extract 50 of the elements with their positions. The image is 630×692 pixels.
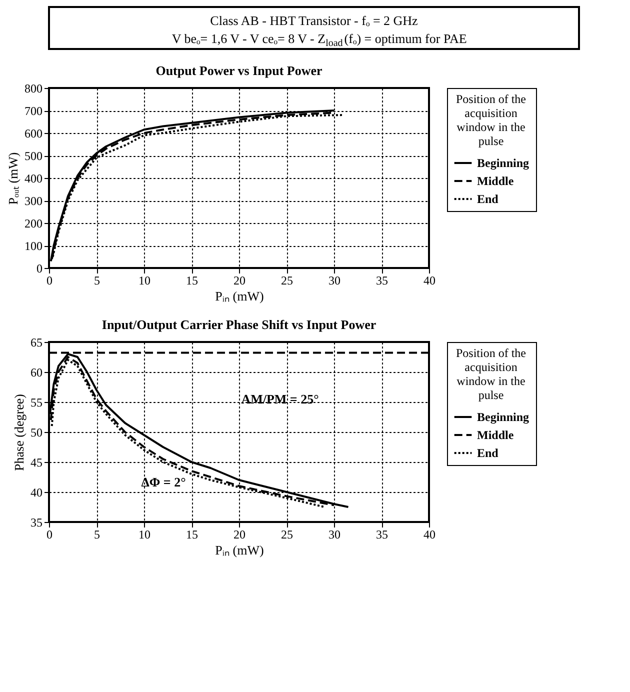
x-tick-label: 5 <box>94 274 100 288</box>
legend-title: Position of the acquisition window in the pulse <box>456 346 526 402</box>
y-tick-label: 50 <box>30 426 42 440</box>
x-tick-label: 35 <box>376 274 388 288</box>
legend-label: Beginning <box>477 410 530 424</box>
y-tick-label: 45 <box>30 456 42 470</box>
x-tick-label: 40 <box>424 274 436 288</box>
chart-title: Input/Output Carrier Phase Shift vs Input Power <box>102 317 376 332</box>
x-axis-title: Pᵢₙ (mW) <box>215 542 264 558</box>
legend-label: Beginning <box>477 156 530 170</box>
annotation: ΔΦ = 2° <box>141 474 186 490</box>
x-tick-label: 0 <box>46 274 52 288</box>
y-tick-label: 600 <box>24 126 42 140</box>
chart-title: Output Power vs Input Power <box>156 63 323 78</box>
x-tick-label: 0 <box>46 528 52 542</box>
x-tick-label: 15 <box>186 528 198 542</box>
x-axis-title: Pᵢₙ (mW) <box>215 288 264 304</box>
x-tick-label: 10 <box>138 528 150 542</box>
y-tick-label: 100 <box>24 239 42 253</box>
y-tick-label: 55 <box>30 396 42 410</box>
legend-label: End <box>477 192 499 206</box>
y-tick-label: 40 <box>30 486 42 500</box>
y-tick-label: 400 <box>24 172 42 186</box>
x-tick-label: 20 <box>234 274 246 288</box>
x-tick-label: 30 <box>328 528 340 542</box>
y-tick-label: 35 <box>30 516 42 530</box>
y-tick-label: 300 <box>24 194 42 208</box>
x-tick-label: 15 <box>186 274 198 288</box>
y-axis-title: Phase (degree) <box>12 394 26 471</box>
x-tick-label: 25 <box>281 274 293 288</box>
legend-label: End <box>477 446 499 460</box>
y-axis-title: Pₒᵤₜ (mW) <box>6 152 20 205</box>
y-tick-label: 700 <box>24 104 42 118</box>
x-tick-label: 25 <box>281 528 293 542</box>
x-tick-label: 5 <box>94 528 100 542</box>
y-tick-label: 800 <box>24 82 42 96</box>
text: Class AB - HBT Transistor - fₒ = 2 GHz <box>210 13 418 28</box>
legend-label: Middle <box>477 174 514 188</box>
x-tick-label: 30 <box>328 274 340 288</box>
y-tick-label: 0 <box>36 262 42 276</box>
x-tick-label: 35 <box>376 528 388 542</box>
y-tick-label: 60 <box>30 366 42 380</box>
legend-label: Middle <box>477 428 514 442</box>
x-tick-label: 10 <box>138 274 150 288</box>
y-tick-label: 200 <box>24 216 42 230</box>
y-tick-label: 500 <box>24 149 42 163</box>
x-tick-label: 20 <box>234 528 246 542</box>
x-tick-label: 40 <box>424 528 436 542</box>
y-tick-label: 65 <box>30 336 42 350</box>
legend-title: Position of the acquisition window in the pulse <box>456 92 526 148</box>
